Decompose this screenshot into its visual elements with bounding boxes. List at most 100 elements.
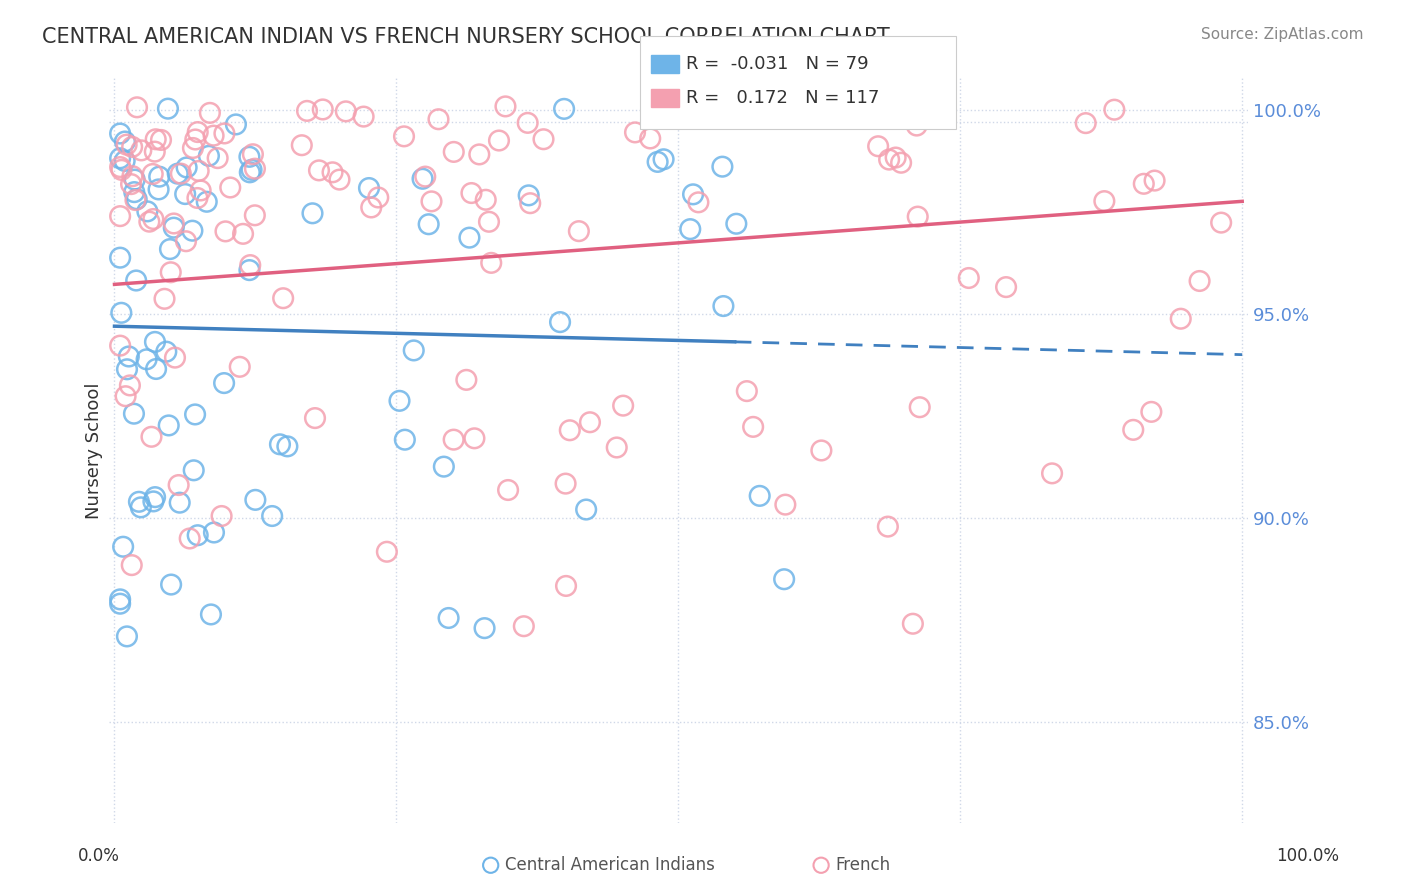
Point — [488, 134, 510, 148]
Point — [163, 220, 186, 235]
Point — [186, 191, 208, 205]
Point — [150, 133, 173, 147]
Point — [357, 181, 380, 195]
Point — [773, 572, 796, 586]
Point — [145, 362, 167, 376]
Point — [513, 619, 536, 633]
Point — [276, 439, 298, 453]
Point — [212, 376, 235, 390]
Point — [195, 194, 218, 209]
Point — [153, 292, 176, 306]
Point — [1040, 467, 1063, 481]
Point — [711, 160, 734, 174]
Point — [388, 393, 411, 408]
Point — [115, 629, 138, 643]
Text: Central American Indians: Central American Indians — [505, 856, 714, 874]
Text: Source: ZipAtlas.com: Source: ZipAtlas.com — [1201, 27, 1364, 42]
Point — [443, 433, 465, 447]
Point — [198, 149, 221, 163]
Point — [118, 378, 141, 392]
Point — [108, 127, 131, 141]
Point — [245, 492, 267, 507]
Point — [198, 106, 221, 120]
Point — [243, 208, 266, 222]
Point — [219, 180, 242, 194]
Point — [187, 125, 209, 139]
Point — [548, 315, 571, 329]
Point — [155, 344, 177, 359]
Point — [579, 415, 602, 429]
Point — [575, 502, 598, 516]
Point — [131, 144, 153, 158]
Point — [262, 508, 284, 523]
Point — [360, 201, 382, 215]
Point — [679, 222, 702, 236]
Point — [122, 407, 145, 421]
Point — [496, 483, 519, 497]
Point — [516, 116, 538, 130]
Point — [412, 171, 434, 186]
Point — [463, 431, 485, 445]
Point — [135, 352, 157, 367]
Point — [174, 187, 197, 202]
Text: French: French — [835, 856, 890, 874]
Point — [114, 389, 136, 403]
Point — [1188, 274, 1211, 288]
Point — [1133, 177, 1156, 191]
Point — [884, 151, 907, 165]
Point — [713, 299, 735, 313]
Point — [179, 532, 201, 546]
Point — [125, 100, 148, 114]
Point — [225, 118, 247, 132]
Point — [187, 164, 209, 178]
Point — [308, 163, 330, 178]
Point — [108, 160, 131, 174]
Point — [533, 132, 555, 146]
Point — [108, 251, 131, 265]
Point — [184, 408, 207, 422]
Point — [402, 343, 425, 358]
Point — [460, 186, 482, 200]
Point — [291, 138, 314, 153]
Point — [211, 508, 233, 523]
Point — [392, 129, 415, 144]
Point — [121, 169, 143, 184]
Point — [301, 206, 323, 220]
Point — [420, 194, 443, 209]
Point — [108, 151, 131, 165]
Point — [183, 463, 205, 477]
Point — [478, 215, 501, 229]
Point — [120, 177, 142, 191]
Point — [652, 153, 675, 167]
Point — [157, 418, 180, 433]
Point — [647, 154, 669, 169]
Point — [229, 359, 252, 374]
Point — [456, 373, 478, 387]
Point — [121, 558, 143, 573]
Point — [877, 153, 900, 167]
Point — [169, 496, 191, 510]
Point — [1170, 311, 1192, 326]
Point — [181, 141, 204, 155]
Point — [458, 230, 481, 244]
Point — [163, 351, 186, 365]
Point — [138, 214, 160, 228]
Point — [479, 858, 502, 872]
Point — [170, 167, 193, 181]
Point — [1211, 216, 1233, 230]
Point — [181, 224, 204, 238]
Point — [108, 209, 131, 223]
Point — [148, 182, 170, 196]
Point — [553, 102, 575, 116]
Point — [142, 212, 165, 227]
Point — [269, 437, 291, 451]
Point — [558, 423, 581, 437]
Point — [148, 169, 170, 184]
Point — [907, 210, 929, 224]
Point — [1122, 423, 1144, 437]
Point — [1140, 405, 1163, 419]
Point — [905, 119, 928, 133]
Point — [474, 621, 496, 635]
Point — [108, 597, 131, 611]
Point — [124, 193, 146, 207]
